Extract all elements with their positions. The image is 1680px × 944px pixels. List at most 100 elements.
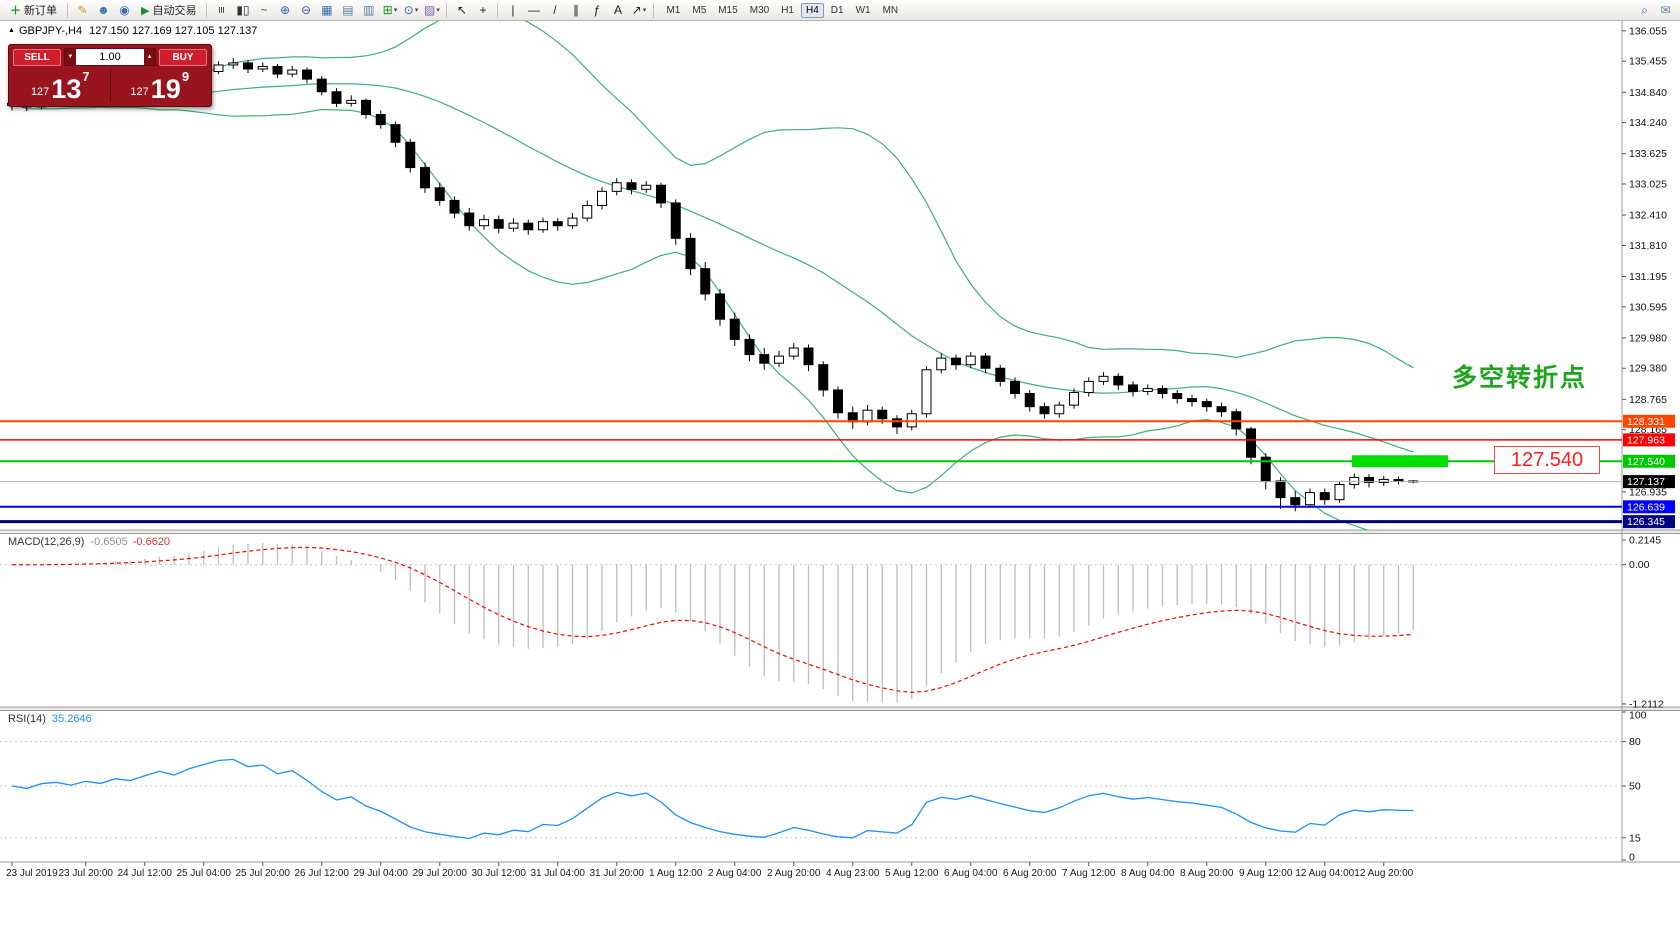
main-toolbar: ＋新订单 ✎ ☻ ◉ ▶ 自动交易 ≡ ▮▯ ~ ⊕ ⊖ ▦ ▤ ▥ ⊞ ▾ ⊙ ▾ ▨ ▾ ↖ + | — / ∥ ƒ A ↗ ▾ M1 M… [0, 0, 1680, 21]
macd-signal-line [11, 546, 1414, 694]
collapse-triangle-icon[interactable]: ▲ [8, 27, 15, 34]
crosshair-icon[interactable]: + [479, 3, 487, 17]
candlesticks[interactable] [7, 57, 1419, 512]
buy-button[interactable]: BUY [159, 48, 207, 66]
tf-button-m1[interactable]: M1 [666, 4, 681, 16]
svg-text:128.331: 128.331 [1627, 416, 1665, 428]
tf-button-w1[interactable]: W1 [855, 4, 871, 16]
channel-icon[interactable]: ∥ [572, 3, 579, 17]
tf-button-m5[interactable]: M5 [692, 4, 707, 16]
symbol-header: ▲ GBPJPY-,H4 127.150 127.169 127.105 127.1… [8, 25, 257, 37]
svg-text:23 Jul 20:00: 23 Jul 20:00 [59, 868, 114, 879]
volume-input[interactable] [75, 49, 145, 65]
svg-text:6 Aug 20:00: 6 Aug 20:00 [1003, 868, 1057, 879]
zoom-out-icon[interactable]: ⊖ [300, 3, 311, 17]
svg-text:131.195: 131.195 [1629, 271, 1667, 283]
tf-button-h4[interactable]: H4 [800, 2, 824, 18]
svg-text:134.240: 134.240 [1629, 117, 1667, 129]
macd-panel [0, 543, 1622, 703]
horizontal-line-icon[interactable]: — [527, 3, 540, 17]
svg-text:50: 50 [1629, 781, 1641, 793]
indicators-icon[interactable]: ⊞ ▾ [382, 3, 398, 17]
horizontal-level-lines[interactable] [0, 420, 1622, 524]
rsi-name: RSI(14) [8, 713, 46, 725]
svg-text:126.345: 126.345 [1627, 516, 1665, 528]
arrows-tool-icon[interactable]: ↗ ▾ [631, 3, 647, 17]
profile-icon[interactable]: ☻ [97, 3, 110, 17]
svg-text:1 Aug 12:00: 1 Aug 12:00 [649, 868, 703, 879]
rsi-line [11, 758, 1414, 840]
dropdown-caret: ▾ [436, 7, 440, 14]
periods-icon[interactable]: ⊙ ▾ [403, 3, 419, 17]
vertical-line-icon[interactable]: | [511, 3, 515, 17]
svg-text:12 Aug 04:00: 12 Aug 04:00 [1295, 868, 1354, 879]
arrange-vertical-icon[interactable]: ▥ [363, 3, 375, 17]
tf-button-mn[interactable]: MN [882, 4, 899, 16]
svg-text:4 Aug 23:00: 4 Aug 23:00 [826, 868, 880, 879]
svg-text:12 Aug 20:00: 12 Aug 20:00 [1354, 868, 1413, 879]
svg-text:8 Aug 04:00: 8 Aug 04:00 [1121, 868, 1175, 879]
broadcast-icon[interactable]: ◉ [119, 3, 130, 17]
new-order-icon: ＋ [10, 5, 21, 17]
svg-text:128.765: 128.765 [1629, 394, 1667, 406]
volume-increase-button[interactable]: ▲ [144, 49, 155, 65]
arrange-horizontal-icon[interactable]: ▤ [342, 3, 354, 17]
bar-chart-icon[interactable]: ≡ [214, 6, 229, 14]
mail-icon[interactable]: ✉ [1660, 3, 1671, 17]
autotrading-button[interactable]: ▶ 自动交易 [135, 1, 202, 19]
trendline-icon[interactable]: / [553, 3, 557, 17]
annotation-text[interactable]: 多空转折点 [1452, 364, 1588, 392]
highlight-rect[interactable] [1352, 455, 1448, 468]
tf-button-d1[interactable]: D1 [830, 4, 844, 16]
svg-text:31 Jul 20:00: 31 Jul 20:00 [590, 868, 645, 879]
svg-text:80: 80 [1629, 736, 1641, 748]
search-icon[interactable]: ⌕ [1641, 2, 1648, 17]
buy-price-sup: 9 [181, 69, 190, 84]
symbol-ohlc: 127.150 127.169 127.105 127.137 [89, 25, 258, 37]
line-chart-icon[interactable]: ~ [260, 3, 268, 17]
tf-button-m15[interactable]: M15 [718, 4, 738, 16]
svg-text:129.380: 129.380 [1629, 363, 1667, 375]
svg-text:0.2145: 0.2145 [1629, 535, 1661, 547]
svg-text:31 Jul 04:00: 31 Jul 04:00 [531, 868, 586, 879]
zoom-in-icon[interactable]: ⊕ [279, 3, 290, 17]
svg-text:131.810: 131.810 [1629, 240, 1667, 252]
buy-price[interactable]: 127 19 9 [112, 68, 207, 103]
svg-text:133.025: 133.025 [1629, 179, 1667, 191]
toolbar-separator [206, 2, 208, 18]
svg-text:6 Aug 04:00: 6 Aug 04:00 [944, 868, 998, 879]
tf-button-m30[interactable]: M30 [749, 4, 770, 16]
svg-text:132.410: 132.410 [1629, 210, 1667, 222]
svg-text:134.840: 134.840 [1629, 87, 1667, 99]
svg-text:5 Aug 12:00: 5 Aug 12:00 [885, 868, 939, 879]
tf-button-h1[interactable]: H1 [781, 4, 794, 16]
svg-text:15: 15 [1629, 832, 1641, 844]
svg-text:100: 100 [1629, 710, 1647, 722]
macd-name: MACD(12,26,9) [8, 536, 85, 548]
svg-text:-1.2112: -1.2112 [1629, 698, 1664, 710]
volume-decrease-button[interactable]: ▼ [65, 49, 76, 65]
price-callout-box[interactable]: 127.540 [1494, 446, 1600, 474]
new-order-label: 新订单 [24, 5, 57, 17]
metaeditor-icon[interactable]: ✎ [77, 3, 88, 17]
macd-value-1: -0.6505 [90, 536, 128, 548]
sell-price[interactable]: 127 13 7 [13, 68, 108, 103]
buy-price-big: 19 [150, 74, 181, 104]
new-order-button[interactable]: ＋新订单 [4, 1, 63, 19]
fibonacci-icon[interactable]: ƒ [593, 3, 601, 17]
buy-price-prefix: 127 [130, 86, 149, 98]
cursor-icon[interactable]: ↖ [456, 3, 467, 17]
bollinger-bands [11, 21, 1414, 530]
svg-text:26 Jul 12:00: 26 Jul 12:00 [295, 868, 350, 879]
candlestick-chart-icon[interactable]: ▮▯ [236, 3, 250, 17]
text-tool-icon[interactable]: A [613, 3, 622, 17]
symbol-title: GBPJPY-,H4 [18, 25, 83, 37]
tile-windows-icon[interactable]: ▦ [321, 3, 333, 17]
svg-text:129.980: 129.980 [1629, 332, 1667, 344]
sell-button[interactable]: SELL [13, 48, 61, 66]
svg-text:126.639: 126.639 [1627, 501, 1665, 513]
timeframe-buttons: M1 M5 M15 M30 H1 H4 D1 W1 MN [660, 2, 904, 18]
svg-text:0.00: 0.00 [1629, 559, 1650, 571]
templates-icon[interactable]: ▨ ▾ [424, 3, 440, 17]
